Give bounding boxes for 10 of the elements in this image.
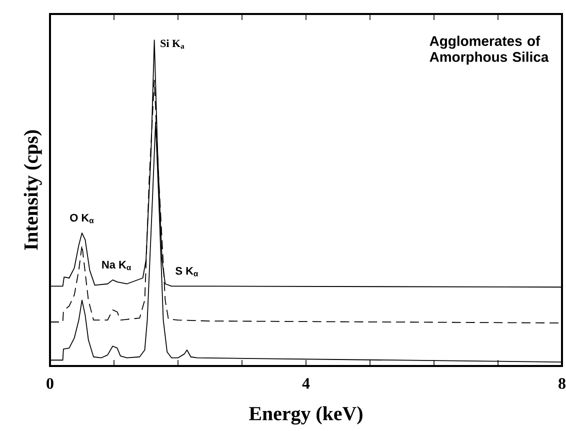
y-axis-title: Intensity (cps) <box>24 130 42 250</box>
x-tick-label: 8 <box>558 378 566 389</box>
x-tick-label: 0 <box>46 378 54 389</box>
chart-title: Agglomerates of Amorphous Silica <box>430 36 549 65</box>
annotation: Si K$_{a}$ <box>160 39 184 49</box>
x-axis-title: Energy (keV) <box>249 406 362 425</box>
annotation: O K$_{α}$ <box>70 214 94 224</box>
annotation: S K$_{α}$ <box>176 267 198 276</box>
x-tick-label: 4 <box>302 378 310 389</box>
annotation: Na K$_{α}$ <box>102 260 132 270</box>
